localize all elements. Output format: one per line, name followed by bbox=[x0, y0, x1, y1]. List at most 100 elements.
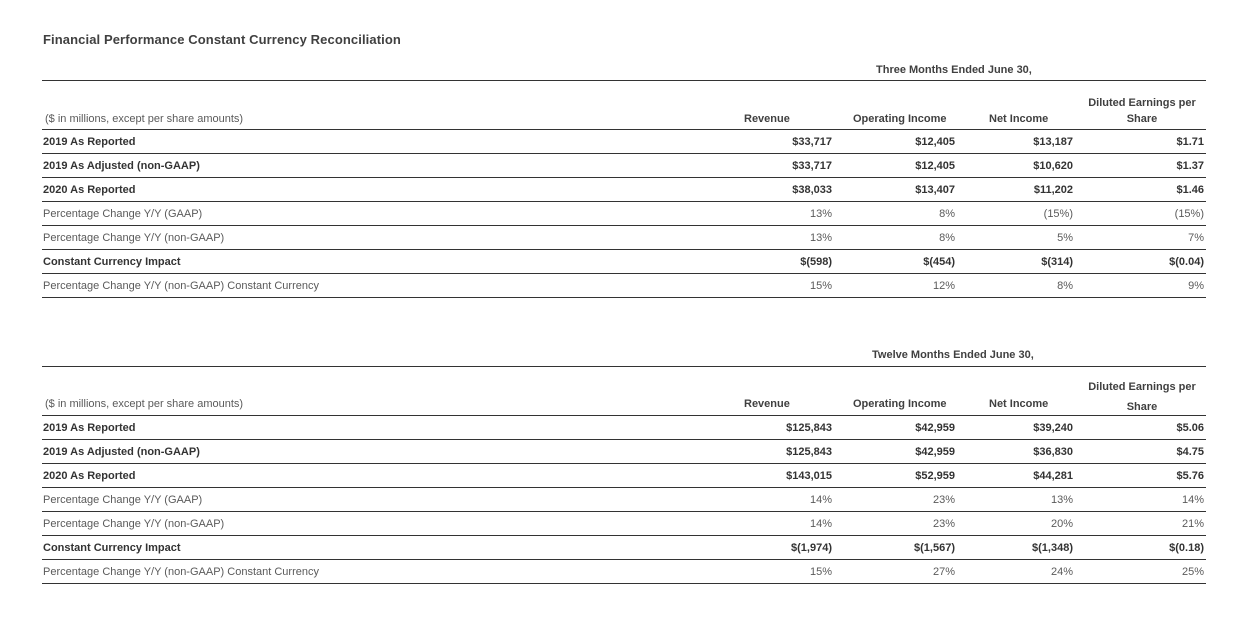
row-label: 2020 As Reported bbox=[42, 177, 682, 202]
row-label: Percentage Change Y/Y (non-GAAP) Constan… bbox=[42, 559, 682, 584]
revenue-cell: 14% bbox=[682, 487, 832, 512]
operating-income-cell: $(454) bbox=[832, 249, 955, 274]
row-label: Percentage Change Y/Y (GAAP) bbox=[42, 487, 682, 512]
operating-income-cell: 8% bbox=[832, 201, 955, 226]
operating-income-cell: 8% bbox=[832, 225, 955, 250]
net-income-cell: $39,240 bbox=[955, 415, 1073, 440]
operating-income-cell: $12,405 bbox=[832, 129, 955, 154]
net-income-cell: (15%) bbox=[955, 201, 1073, 226]
eps-header-line2: Share bbox=[1126, 113, 1158, 125]
net-income-cell: $11,202 bbox=[955, 177, 1073, 202]
twelve-months-rows: 2019 As Reported $125,843 $42,959 $39,240 $5… bbox=[42, 415, 1206, 584]
net-income-cell: 8% bbox=[955, 273, 1073, 298]
row-label: Percentage Change Y/Y (non-GAAP) Constan… bbox=[42, 273, 682, 298]
operating-income-cell: $12,405 bbox=[832, 153, 955, 178]
twelve-months-table: 2019 As Reported $125,843 $42,959 $39,240 $5… bbox=[42, 415, 1206, 584]
revenue-cell: $33,717 bbox=[682, 153, 832, 178]
revenue-header: Revenue bbox=[744, 113, 790, 125]
operating-income-header: Operating Income bbox=[853, 113, 947, 125]
row-label: 2019 As Adjusted (non-GAAP) bbox=[42, 439, 682, 464]
operating-income-cell: 27% bbox=[832, 559, 955, 584]
net-income-cell: $36,830 bbox=[955, 439, 1073, 464]
table-row: Percentage Change Y/Y (non-GAAP) 13% 8% 5% 7… bbox=[42, 225, 1206, 250]
table-row: Constant Currency Impact $(1,974) $(1,567)… bbox=[42, 535, 1206, 560]
three-months-rows: 2019 As Reported $33,717 $12,405 $13,187 $1.… bbox=[42, 129, 1206, 298]
revenue-cell: 15% bbox=[682, 273, 832, 298]
table-row: 2019 As Reported $125,843 $42,959 $39,240 $5… bbox=[42, 415, 1206, 440]
period-heading: Twelve Months Ended June 30, bbox=[872, 349, 1034, 361]
units-header: ($ in millions, except per share amounts… bbox=[45, 398, 244, 410]
eps-cell: $1.71 bbox=[1073, 129, 1206, 154]
eps-cell: $1.46 bbox=[1073, 177, 1206, 202]
eps-cell: 9% bbox=[1073, 273, 1206, 298]
eps-cell: $(0.18) bbox=[1073, 535, 1206, 560]
table-row: 2020 As Reported $38,033 $13,407 $11,202 $1.… bbox=[42, 177, 1206, 202]
net-income-cell: $13,187 bbox=[955, 129, 1073, 154]
operating-income-cell: $52,959 bbox=[832, 463, 955, 488]
row-label: Percentage Change Y/Y (GAAP) bbox=[42, 201, 682, 226]
eps-cell: $5.06 bbox=[1073, 415, 1206, 440]
eps-header: Diluted Earnings per Share bbox=[1082, 95, 1202, 127]
divider bbox=[42, 80, 1206, 81]
table-row: 2019 As Adjusted (non-GAAP) $33,717 $12,40… bbox=[42, 153, 1206, 178]
table-row: 2019 As Reported $33,717 $12,405 $13,187 $1.… bbox=[42, 129, 1206, 154]
row-label: 2019 As Reported bbox=[42, 129, 682, 154]
row-label: 2019 As Adjusted (non-GAAP) bbox=[42, 153, 682, 178]
revenue-cell: $125,843 bbox=[682, 415, 832, 440]
page-title: Financial Performance Constant Currency … bbox=[43, 32, 401, 47]
net-income-cell: $10,620 bbox=[955, 153, 1073, 178]
revenue-cell: 13% bbox=[682, 201, 832, 226]
net-income-cell: 5% bbox=[955, 225, 1073, 250]
net-income-cell: $(1,348) bbox=[955, 535, 1073, 560]
revenue-cell: $143,015 bbox=[682, 463, 832, 488]
revenue-cell: $38,033 bbox=[682, 177, 832, 202]
table-row: Percentage Change Y/Y (non-GAAP) Constan… bbox=[42, 273, 1206, 298]
table-row: Constant Currency Impact $(598) $(454) $(31… bbox=[42, 249, 1206, 274]
eps-header-line1: Diluted Earnings per bbox=[1088, 97, 1196, 109]
net-income-cell: $44,281 bbox=[955, 463, 1073, 488]
eps-cell: $1.37 bbox=[1073, 153, 1206, 178]
table-row: 2019 As Adjusted (non-GAAP) $125,843 $42,9… bbox=[42, 439, 1206, 464]
eps-cell: $4.75 bbox=[1073, 439, 1206, 464]
period-heading: Three Months Ended June 30, bbox=[876, 64, 1032, 76]
net-income-cell: $(314) bbox=[955, 249, 1073, 274]
net-income-cell: 20% bbox=[955, 511, 1073, 536]
eps-header-line2: Share bbox=[1126, 401, 1158, 413]
eps-cell: 25% bbox=[1073, 559, 1206, 584]
operating-income-cell: 23% bbox=[832, 511, 955, 536]
row-label: Constant Currency Impact bbox=[42, 249, 682, 274]
operating-income-cell: $42,959 bbox=[832, 415, 955, 440]
table-row: Percentage Change Y/Y (non-GAAP) 14% 23% 20… bbox=[42, 511, 1206, 536]
eps-header-line1: Diluted Earnings per bbox=[1088, 381, 1196, 393]
operating-income-cell: $(1,567) bbox=[832, 535, 955, 560]
row-label: 2020 As Reported bbox=[42, 463, 682, 488]
eps-cell: 7% bbox=[1073, 225, 1206, 250]
eps-cell: 14% bbox=[1073, 487, 1206, 512]
table-row: Percentage Change Y/Y (GAAP) 13% 8% (15%) (1… bbox=[42, 201, 1206, 226]
revenue-header: Revenue bbox=[744, 398, 790, 410]
row-label: Percentage Change Y/Y (non-GAAP) bbox=[42, 225, 682, 250]
operating-income-cell: 12% bbox=[832, 273, 955, 298]
eps-cell: (15%) bbox=[1073, 201, 1206, 226]
table-row: Percentage Change Y/Y (non-GAAP) Constan… bbox=[42, 559, 1206, 584]
revenue-cell: $(1,974) bbox=[682, 535, 832, 560]
divider bbox=[42, 366, 1206, 367]
net-income-cell: 24% bbox=[955, 559, 1073, 584]
revenue-cell: 13% bbox=[682, 225, 832, 250]
revenue-cell: 15% bbox=[682, 559, 832, 584]
units-header: ($ in millions, except per share amounts… bbox=[45, 113, 244, 125]
operating-income-cell: $13,407 bbox=[832, 177, 955, 202]
eps-header: Diluted Earnings per Share bbox=[1082, 377, 1202, 417]
net-income-cell: 13% bbox=[955, 487, 1073, 512]
eps-cell: $(0.04) bbox=[1073, 249, 1206, 274]
revenue-cell: 14% bbox=[682, 511, 832, 536]
row-label: Constant Currency Impact bbox=[42, 535, 682, 560]
net-income-header: Net Income bbox=[989, 398, 1049, 410]
table-row: Percentage Change Y/Y (GAAP) 14% 23% 13% 14% bbox=[42, 487, 1206, 512]
operating-income-header: Operating Income bbox=[853, 398, 947, 410]
revenue-cell: $125,843 bbox=[682, 439, 832, 464]
row-label: Percentage Change Y/Y (non-GAAP) bbox=[42, 511, 682, 536]
operating-income-cell: 23% bbox=[832, 487, 955, 512]
three-months-table: 2019 As Reported $33,717 $12,405 $13,187 $1.… bbox=[42, 129, 1206, 298]
eps-cell: 21% bbox=[1073, 511, 1206, 536]
